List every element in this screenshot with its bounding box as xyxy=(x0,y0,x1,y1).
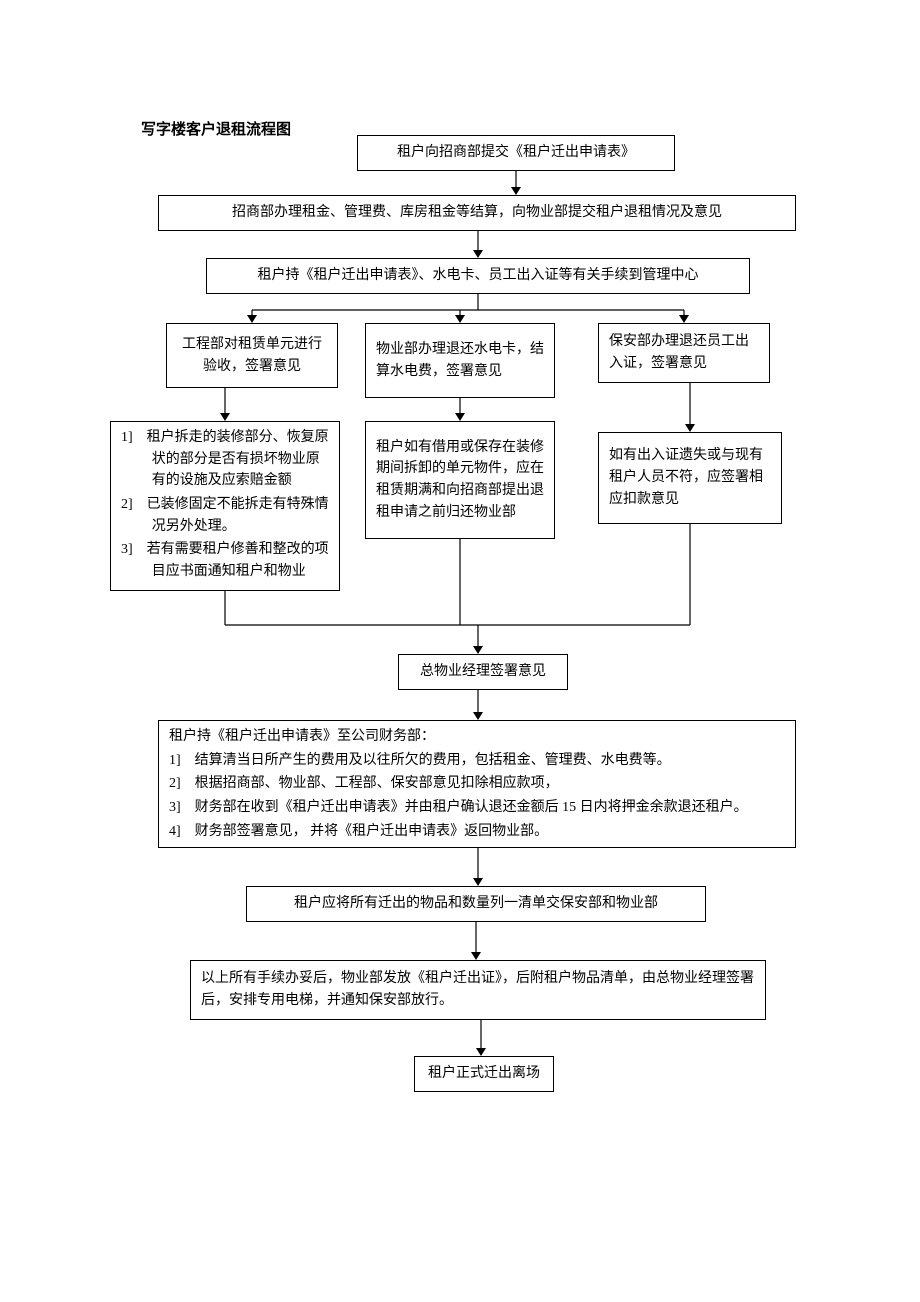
node-n7-list: 1] 租户拆走的装修部分、恢复原状的部分是否有损坏物业原有的设施及应索赔金额 2… xyxy=(121,427,329,585)
node-n10: 总物业经理签署意见 xyxy=(398,654,568,690)
node-n14: 租户正式迁出离场 xyxy=(414,1056,554,1092)
node-n4: 工程部对租赁单元进行验收，签署意见 xyxy=(166,323,338,388)
node-n3: 租户持《租户迁出申请表》、水电卡、员工出入证等有关手续到管理中心 xyxy=(206,258,750,294)
node-n1: 租户向招商部提交《租户迁出申请表》 xyxy=(357,135,675,171)
node-n11: 租户持《租户迁出申请表》至公司财务部： 1] 结算清当日所产生的费用及以往所欠的… xyxy=(158,720,796,848)
node-n9: 如有出入证遗失或与现有租户人员不符，应签署相应扣款意见 xyxy=(598,432,782,524)
list-item: 1] 结算清当日所产生的费用及以往所欠的费用，包括租金、管理费、水电费等。 xyxy=(169,750,785,772)
list-item: 3] 若有需要租户修善和整改的项目应书面通知租户和物业 xyxy=(121,539,329,582)
node-n2: 招商部办理租金、管理费、库房租金等结算，向物业部提交租户退租情况及意见 xyxy=(158,195,796,231)
node-n6: 保安部办理退还员工出入证，签署意见 xyxy=(598,323,770,383)
node-n7: 1] 租户拆走的装修部分、恢复原状的部分是否有损坏物业原有的设施及应索赔金额 2… xyxy=(110,421,340,591)
node-n5: 物业部办理退还水电卡，结算水电费，签署意见 xyxy=(365,323,555,398)
node-n11-list: 1] 结算清当日所产生的费用及以往所欠的费用，包括租金、管理费、水电费等。 2]… xyxy=(169,750,785,843)
node-n12: 租户应将所有迁出的物品和数量列一清单交保安部和物业部 xyxy=(246,886,706,922)
list-item: 1] 租户拆走的装修部分、恢复原状的部分是否有损坏物业原有的设施及应索赔金额 xyxy=(121,427,329,492)
list-item: 3] 财务部在收到《租户迁出申请表》并由租户确认退还金额后 15 日内将押金余款… xyxy=(169,797,785,819)
node-n8: 租户如有借用或保存在装修期间拆卸的单元物件，应在租赁期满和向招商部提出退租申请之… xyxy=(365,421,555,539)
list-item: 2] 根据招商部、物业部、工程部、保安部意见扣除相应款项， xyxy=(169,773,785,795)
page-title: 写字楼客户退租流程图 xyxy=(141,118,291,139)
flowchart-page: 写字楼客户退租流程图 租户向招商部提交《租户迁出申请表》 招商部办理租金、管理费… xyxy=(0,0,920,1302)
list-item: 4] 财务部签署意见， 并将《租户迁出申请表》返回物业部。 xyxy=(169,821,785,843)
node-n13: 以上所有手续办妥后，物业部发放《租户迁出证》，后附租户物品清单，由总物业经理签署… xyxy=(190,960,766,1020)
node-n11-intro: 租户持《租户迁出申请表》至公司财务部： xyxy=(169,726,785,748)
list-item: 2] 已装修固定不能拆走有特殊情况另外处理。 xyxy=(121,494,329,537)
